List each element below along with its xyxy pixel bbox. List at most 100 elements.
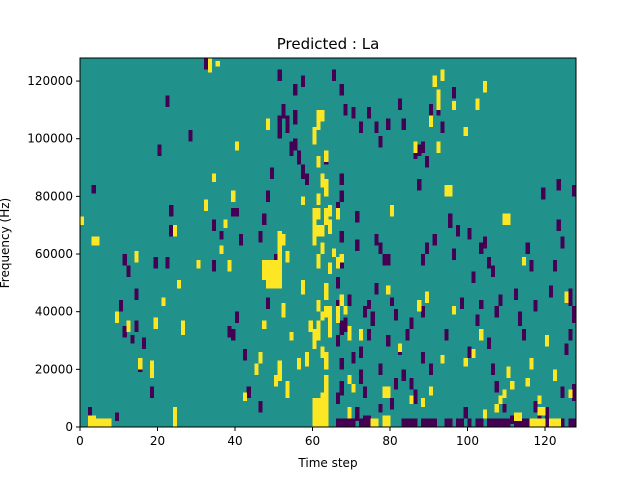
heatmap-cell-high <box>386 386 391 399</box>
heatmap-cell-low <box>378 403 383 413</box>
heatmap-cell-high <box>436 89 441 110</box>
heatmap-cell-high <box>316 109 321 131</box>
x-axis-label: Time step <box>297 456 357 470</box>
heatmap-cell-low <box>258 401 263 413</box>
heatmap-cell-high <box>541 418 546 427</box>
heatmap-cell-high <box>258 352 263 364</box>
heatmap-cell-high <box>95 236 100 246</box>
heatmap-cell-low <box>529 259 534 272</box>
heatmap-cell-low <box>490 363 495 376</box>
heatmap-cell-high <box>498 395 503 404</box>
heatmap-cell-high <box>494 403 499 413</box>
heatmap-cell-low <box>440 121 445 133</box>
heatmap-cell-low <box>467 228 472 240</box>
heatmap-cell-high <box>529 357 534 370</box>
heatmap-cell-low <box>355 210 360 223</box>
heatmap-cell-high <box>176 279 182 289</box>
heatmap-cell-low <box>506 418 511 427</box>
heatmap-cell-high <box>421 398 426 407</box>
heatmap-cell-high <box>273 259 278 289</box>
heatmap-cell-high <box>285 251 290 263</box>
heatmap-cell-low <box>359 369 364 384</box>
heatmap-cell-low <box>339 173 344 185</box>
y-tick-label: 120000 <box>27 74 73 88</box>
heatmap-cell-high <box>483 81 488 93</box>
heatmap-cell-low <box>258 230 263 243</box>
heatmap-cell-high <box>475 98 480 110</box>
heatmap-cell-high <box>525 377 530 387</box>
heatmap-cell-low <box>545 406 550 419</box>
heatmap-cell-high <box>204 199 209 211</box>
heatmap-cell-low <box>514 418 519 427</box>
heatmap-cell-high <box>308 320 313 332</box>
heatmap-cell-low <box>347 415 352 427</box>
heatmap-cell-low <box>498 294 503 306</box>
heatmap-cell-low <box>560 418 565 427</box>
heatmap-cell-high <box>207 58 213 73</box>
heatmap-cell-high <box>312 207 317 226</box>
heatmap-cell-low <box>486 418 492 427</box>
heatmap-cell-high <box>463 357 468 367</box>
heatmap-cell-high <box>316 320 321 341</box>
heatmap-cell-high <box>300 196 306 206</box>
heatmap-cell-low <box>382 254 387 266</box>
heatmap-cell-high <box>215 60 220 67</box>
heatmap-cell-low <box>219 230 224 240</box>
heatmap-cell-high <box>277 230 282 240</box>
heatmap-cell-high <box>320 346 325 358</box>
heatmap-cell-low <box>568 418 573 427</box>
heatmap-cell-high <box>335 305 340 324</box>
heatmap-cell-high <box>269 259 275 289</box>
heatmap-cell-low <box>227 326 232 338</box>
heatmap-cell-low <box>490 418 495 427</box>
heatmap-cell-low <box>366 300 371 309</box>
heatmap-cell-high <box>339 294 344 306</box>
heatmap-cell-low <box>421 254 426 266</box>
heatmap-cell-high <box>424 291 430 304</box>
heatmap-cell-low <box>405 418 410 427</box>
heatmap-cell-low <box>351 418 356 427</box>
heatmap-cell-high <box>359 328 364 341</box>
heatmap-cell-high <box>312 239 317 246</box>
heatmap-cell-low <box>424 418 430 427</box>
heatmap-cell-high <box>335 256 340 269</box>
x-tick-label: 120 <box>534 434 557 448</box>
heatmap-cell-high <box>320 225 325 237</box>
heatmap-cell-low <box>339 230 344 243</box>
heatmap-cell-low <box>483 236 488 249</box>
heatmap-cell-low <box>390 297 395 306</box>
heatmap-cell-low <box>556 179 561 191</box>
heatmap-cell-low <box>355 239 360 252</box>
heatmap-cell-high <box>483 409 488 419</box>
heatmap-cell-low <box>510 415 515 425</box>
heatmap-cell-high <box>273 375 278 387</box>
heatmap-cell-low <box>521 418 526 427</box>
heatmap-cell-low <box>238 233 244 246</box>
heatmap-cell-high <box>545 334 550 347</box>
heatmap-cell-low <box>486 256 492 269</box>
heatmap-cell-low <box>362 415 368 427</box>
heatmap-cell-high <box>343 305 348 315</box>
heatmap-cell-low <box>359 121 364 133</box>
heatmap-cell-high <box>114 311 120 324</box>
heatmap-cell-low <box>339 418 344 427</box>
heatmap-cell-low <box>525 242 530 255</box>
heatmap-cell-low <box>231 328 236 341</box>
heatmap-cell-low <box>351 107 356 119</box>
heatmap-cell-high <box>320 242 325 255</box>
heatmap-cell-high <box>161 297 166 306</box>
heatmap-cell-high <box>277 360 282 381</box>
heatmap-cell-low <box>413 418 418 427</box>
heatmap-cell-low <box>362 305 368 318</box>
heatmap-cell-low <box>122 326 127 338</box>
heatmap-cell-low <box>401 369 406 381</box>
heatmap-cell-high <box>413 141 418 154</box>
heatmap-cell-low <box>359 346 364 358</box>
heatmap-cell-high <box>517 412 523 422</box>
heatmap-cell-high <box>138 357 143 370</box>
heatmap-cell-high <box>552 418 557 427</box>
heatmap-cell-high <box>444 184 449 197</box>
heatmap-cell-low <box>262 213 267 226</box>
x-tick-label: 80 <box>382 434 397 448</box>
heatmap-cell-high <box>537 418 542 427</box>
